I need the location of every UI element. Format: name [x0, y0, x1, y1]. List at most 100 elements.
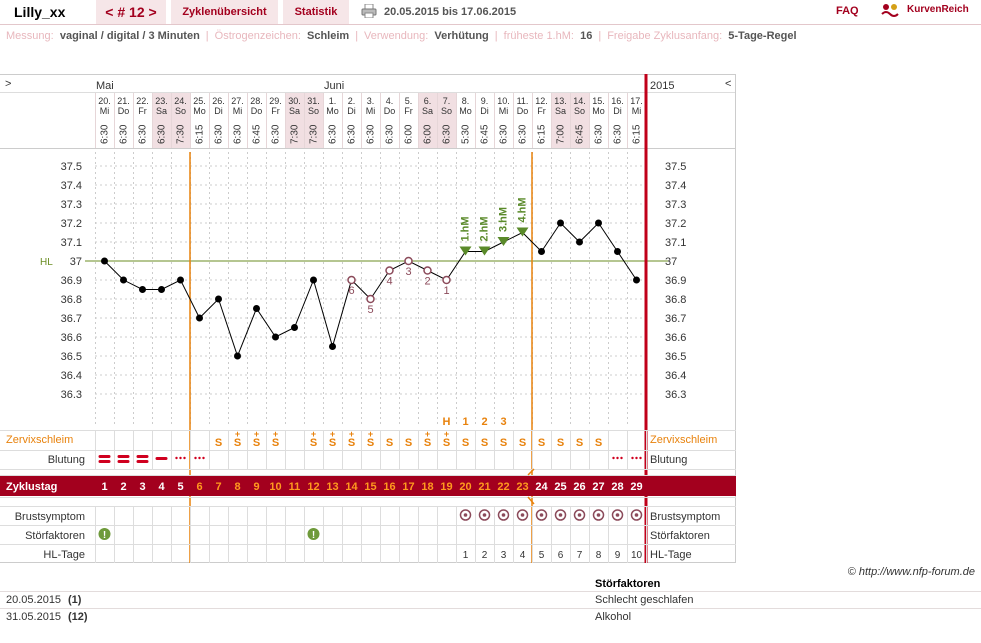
y-tick-label-right: 36.5: [665, 351, 686, 363]
measure-time: 6:30: [119, 124, 130, 144]
cycle-day-number: 12: [307, 481, 319, 493]
y-tick-label-left: 36.9: [61, 275, 82, 287]
measure-time: 6:30: [328, 124, 339, 144]
weekday-label: So: [441, 106, 452, 116]
setting-value: 5-Tage-Regel: [728, 30, 797, 42]
day-number: 11.: [517, 96, 529, 106]
tab-cycle-overview[interactable]: Zyklenübersicht: [171, 0, 278, 24]
higher-measurement-label: 3.hM: [498, 207, 510, 232]
cycle-day-number: 10: [269, 481, 281, 493]
mucus-peak-label: 2: [481, 416, 487, 428]
weekend-shade: [551, 93, 570, 148]
cycle-day-number: 9: [253, 481, 259, 493]
lower-six-point: [385, 266, 394, 275]
exclamation-icon: [98, 528, 111, 540]
higher-temp-marker: [516, 227, 529, 237]
chart-prev-button[interactable]: >: [5, 78, 11, 90]
settings-separator: |: [205, 30, 209, 42]
day-number: 21.: [117, 96, 130, 106]
y-tick-label-right: 37.1: [665, 237, 686, 249]
bleeding-spot-mark: [631, 456, 634, 460]
setting-key: Östrogenzeichen:: [214, 30, 301, 42]
temperature-point: [158, 286, 165, 293]
mucus-plus: +: [311, 429, 316, 439]
temperature-point: [576, 238, 583, 246]
date-range: 20.05.2015 bis 17.06.2015: [384, 6, 517, 18]
cycle-day-number: 4: [158, 481, 165, 493]
mucus-symbol: S: [272, 437, 279, 449]
top-navigation: Lilly_xx < # 12 > Zyklenübersicht Statis…: [0, 0, 981, 25]
bleeding-heavy-mark: [98, 460, 111, 463]
higher-measurement-label: 1.hM: [460, 216, 472, 241]
note-date: 20.05.2015: [6, 594, 62, 606]
cycle-day-number: 8: [234, 481, 240, 493]
cycle-day-number: 6: [196, 481, 202, 493]
bleeding-spot-mark: [194, 456, 197, 460]
y-tick-label-right: 36.3: [665, 389, 686, 401]
weekday-label: So: [308, 106, 319, 116]
note-day: (12): [68, 611, 88, 623]
bleeding-spot-mark: [198, 456, 201, 460]
cycle-day-number: 18: [421, 481, 433, 493]
higher-temp-marker: [459, 246, 472, 256]
tab-statistics[interactable]: Statistik: [283, 0, 349, 24]
setting-key: früheste 1.hM:: [503, 30, 574, 42]
higher-temp-marker: [497, 237, 510, 246]
temperature-point: [120, 276, 127, 284]
weekday-label: Do: [517, 106, 529, 116]
phase-marker-tick: [527, 496, 535, 505]
higher-measurement-label: 4.hM: [517, 197, 529, 222]
temperature-point: [310, 276, 317, 284]
chart-next-button[interactable]: <: [725, 78, 731, 90]
bleeding-spot-mark: [612, 456, 615, 460]
weekday-label: Di: [214, 106, 223, 116]
printer-icon[interactable]: [361, 4, 377, 18]
breast-row-label: Brustsymptom: [15, 511, 85, 523]
lower-six-point: [404, 256, 413, 266]
bleeding-spot-mark: [639, 456, 642, 460]
temperature-point: [614, 248, 621, 255]
y-tick-label-right: 36.6: [665, 332, 686, 344]
measure-time: 6:15: [195, 124, 206, 144]
y-tick-label-right: 37.4: [665, 180, 686, 192]
temperature-point: [329, 343, 336, 350]
y-tick-label-left: 36.4: [61, 370, 82, 382]
day-number: 4.: [386, 96, 394, 106]
day-number: 22.: [136, 96, 149, 106]
weekday-label: So: [574, 106, 585, 116]
faq-link[interactable]: FAQ: [836, 5, 859, 17]
temperature-point: [215, 295, 222, 303]
higher-measurement-label: 2.hM: [479, 216, 491, 241]
weekday-label: So: [175, 106, 186, 116]
setting-value: 16: [580, 30, 593, 42]
cycle-day-number: 1: [101, 481, 107, 493]
measure-time: 6:30: [233, 124, 244, 144]
y-tick-label-left: 37: [70, 256, 82, 268]
cycle-day-number: 25: [554, 481, 566, 493]
mucus-symbol: S: [405, 437, 412, 449]
breast-row-label-right: Brustsymptom: [650, 511, 720, 523]
hl-days-row-label: HL-Tage: [43, 549, 85, 561]
weekday-label: Mi: [632, 106, 642, 116]
lower-six-label: 5: [367, 304, 373, 316]
measure-time: 5:30: [461, 124, 472, 144]
weekday-label: Fr: [537, 106, 546, 116]
kurvenreich-logo-icon[interactable]: [880, 2, 900, 20]
measure-time: 7:30: [176, 124, 187, 144]
measure-time: 7:30: [309, 124, 320, 144]
hl-day-number: 5: [539, 550, 545, 561]
day-number: 10.: [497, 96, 510, 106]
y-tick-label-right: 37.2: [665, 218, 686, 230]
measure-time: 6:30: [594, 124, 605, 144]
mucus-symbol: S: [329, 437, 336, 449]
bleeding-row-label-right: Blutung: [650, 454, 687, 466]
day-number: 17.: [630, 96, 643, 106]
brand-name[interactable]: KurvenReich: [907, 4, 969, 15]
day-number: 3.: [367, 96, 375, 106]
y-tick-label-left: 36.8: [61, 294, 82, 306]
mucus-symbol: S: [481, 437, 488, 449]
weekday-label: Di: [347, 106, 356, 116]
note-row: 20.05.2015 (1) Schlecht geschlafen: [0, 591, 981, 609]
note-date: 31.05.2015: [6, 611, 62, 623]
cycle-navigation[interactable]: < # 12 >: [96, 0, 166, 24]
